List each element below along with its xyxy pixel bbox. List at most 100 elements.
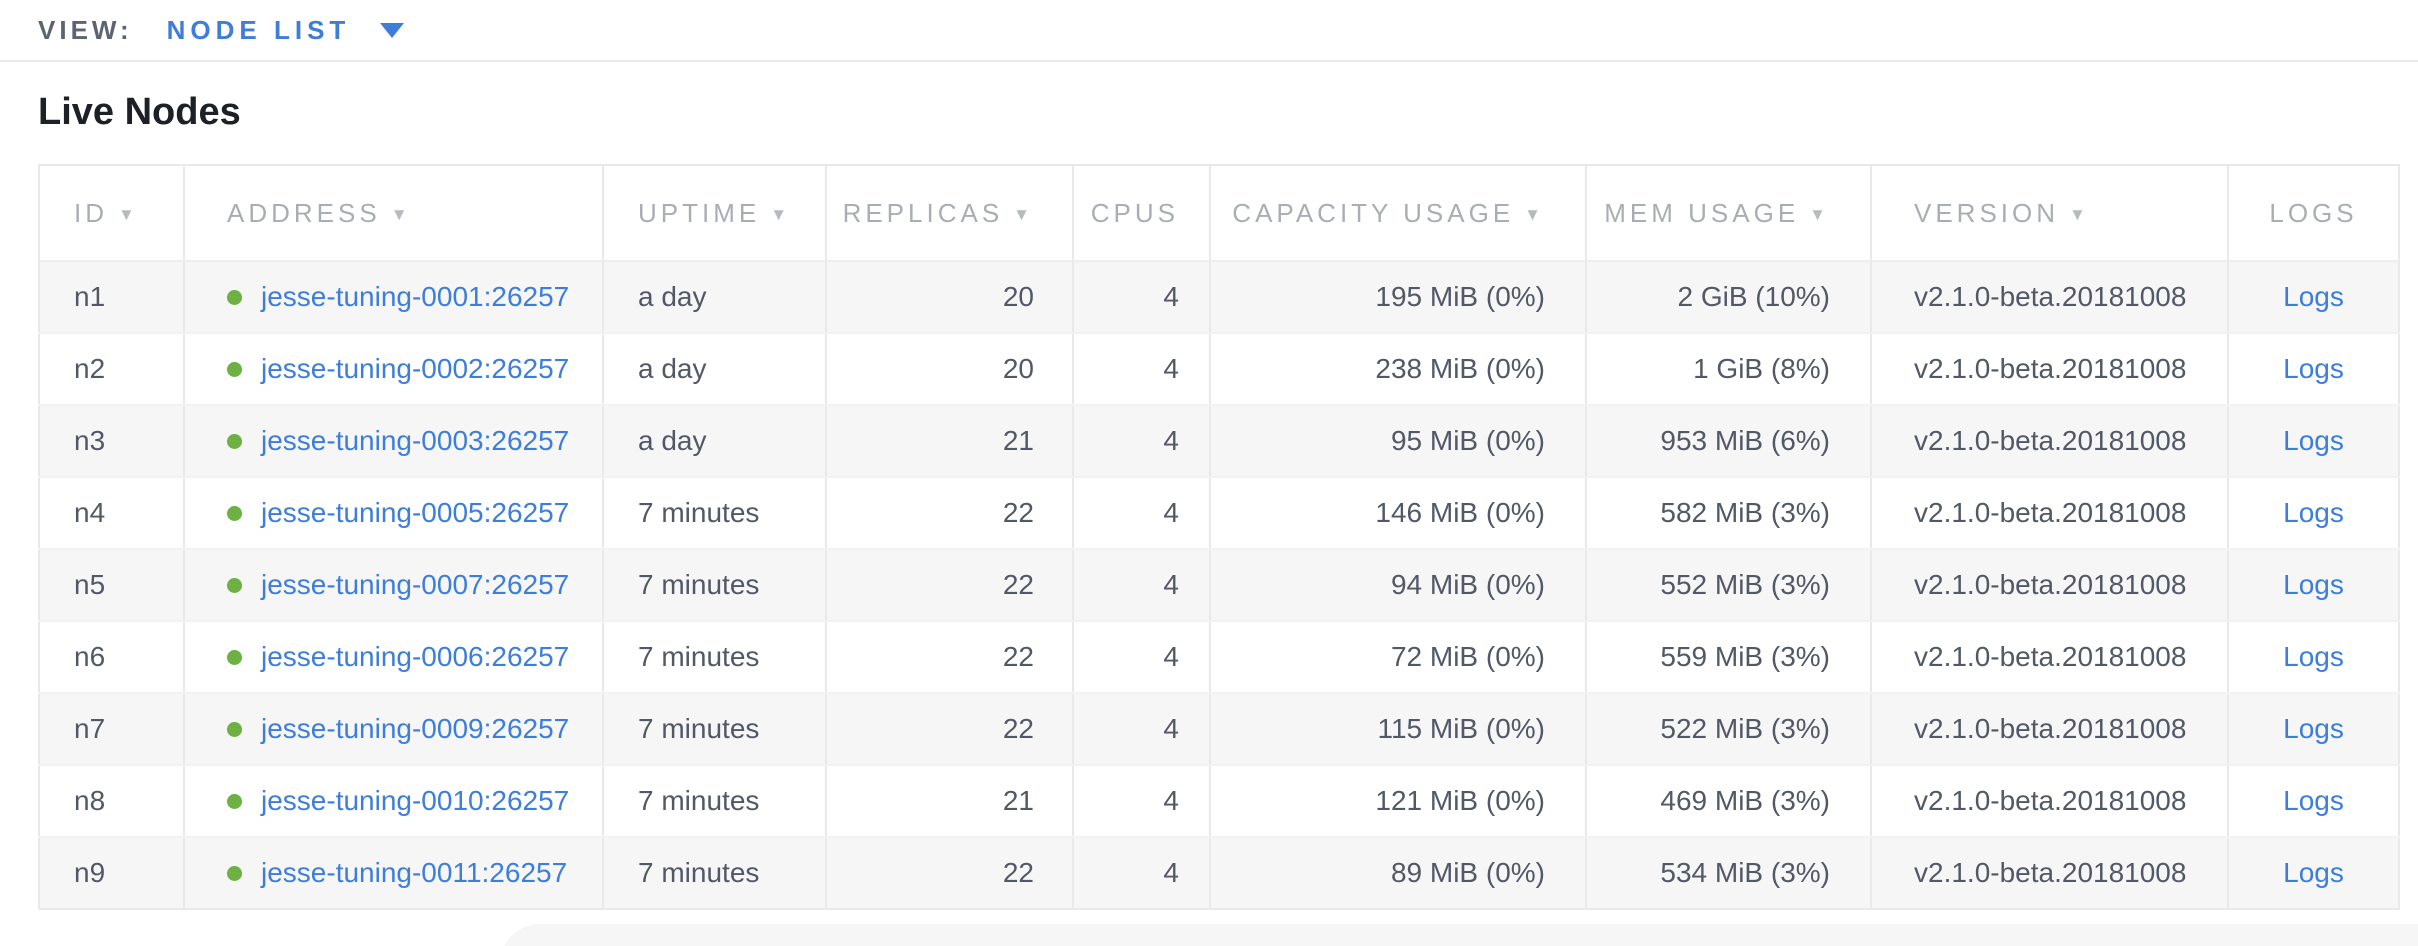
mem-usage-cell: 582 MiB (3%) — [1586, 477, 1872, 550]
logs-link[interactable]: Logs — [2283, 857, 2344, 888]
node-live-status-icon — [227, 290, 242, 305]
replicas-cell: 20 — [826, 333, 1074, 406]
version-cell: v2.1.0-beta.20181008 — [1871, 261, 2229, 334]
column-label: LOGS — [2269, 197, 2358, 228]
logs-cell: Logs — [2228, 765, 2399, 838]
capacity-usage-cell: 115 MiB (0%) — [1210, 693, 1587, 766]
capacity-usage-cell: 89 MiB (0%) — [1210, 837, 1587, 909]
node-live-status-icon — [227, 578, 242, 593]
mem-usage-cell: 522 MiB (3%) — [1586, 693, 1872, 766]
cpus-cell: 4 — [1073, 837, 1211, 909]
column-label: VERSION — [1914, 197, 2060, 228]
replicas-cell: 21 — [826, 765, 1074, 838]
mem-usage-cell: 559 MiB (3%) — [1586, 621, 1872, 694]
column-header-uptime[interactable]: UPTIME ▼ — [603, 165, 827, 262]
sort-desc-icon: ▼ — [1013, 204, 1034, 224]
column-label: CAPACITY USAGE — [1232, 197, 1515, 228]
capacity-usage-cell: 94 MiB (0%) — [1210, 549, 1587, 622]
logs-cell: Logs — [2228, 333, 2399, 406]
table-row: n3 jesse-tuning-0003:26257 a day 21 4 95… — [39, 405, 2399, 478]
logs-link[interactable]: Logs — [2283, 569, 2344, 600]
logs-link[interactable]: Logs — [2283, 497, 2344, 528]
version-cell: v2.1.0-beta.20181008 — [1871, 621, 2229, 694]
column-header-address[interactable]: ADDRESS ▼ — [184, 165, 604, 262]
replicas-cell: 22 — [826, 477, 1074, 550]
node-live-status-icon — [227, 362, 242, 377]
column-label: ADDRESS — [227, 197, 381, 228]
uptime-cell: 7 minutes — [603, 837, 827, 909]
cpus-cell: 4 — [1073, 621, 1211, 694]
version-cell: v2.1.0-beta.20181008 — [1871, 549, 2229, 622]
node-live-status-icon — [227, 506, 242, 521]
uptime-cell: 7 minutes — [603, 765, 827, 838]
sort-desc-icon: ▼ — [1809, 204, 1830, 224]
uptime-cell: 7 minutes — [603, 477, 827, 550]
node-id-cell: n3 — [39, 405, 185, 478]
node-live-status-icon — [227, 650, 242, 665]
node-address-link[interactable]: jesse-tuning-0005:26257 — [261, 497, 570, 528]
uptime-cell: a day — [603, 261, 827, 334]
mem-usage-cell: 1 GiB (8%) — [1586, 333, 1872, 406]
node-live-status-icon — [227, 434, 242, 449]
node-address-link[interactable]: jesse-tuning-0001:26257 — [261, 281, 570, 312]
version-cell: v2.1.0-beta.20181008 — [1871, 333, 2229, 406]
node-address-cell: jesse-tuning-0005:26257 — [184, 477, 604, 550]
table-row: n7 jesse-tuning-0009:26257 7 minutes 22 … — [39, 693, 2399, 766]
sort-desc-icon: ▼ — [770, 204, 792, 224]
node-live-status-icon — [227, 866, 242, 881]
column-label: CPUS — [1090, 197, 1179, 228]
logs-link[interactable]: Logs — [2283, 641, 2344, 672]
logs-link[interactable]: Logs — [2283, 425, 2344, 456]
chevron-down-icon — [380, 22, 405, 38]
column-header-replicas[interactable]: REPLICAS ▼ — [826, 165, 1074, 262]
replicas-cell: 22 — [826, 549, 1074, 622]
column-header-version[interactable]: VERSION ▼ — [1871, 165, 2229, 262]
column-label: REPLICAS — [842, 197, 1004, 228]
mem-usage-cell: 2 GiB (10%) — [1586, 261, 1872, 334]
node-address-cell: jesse-tuning-0010:26257 — [184, 765, 604, 838]
logs-link[interactable]: Logs — [2283, 785, 2344, 816]
node-address-link[interactable]: jesse-tuning-0009:26257 — [261, 713, 570, 744]
node-id-cell: n5 — [39, 549, 185, 622]
capacity-usage-cell: 121 MiB (0%) — [1210, 765, 1587, 838]
node-address-link[interactable]: jesse-tuning-0003:26257 — [261, 425, 570, 456]
node-address-link[interactable]: jesse-tuning-0007:26257 — [261, 569, 570, 600]
cpus-cell: 4 — [1073, 333, 1211, 406]
replicas-cell: 22 — [826, 693, 1074, 766]
column-header-id[interactable]: ID ▼ — [39, 165, 185, 262]
node-address-link[interactable]: jesse-tuning-0002:26257 — [261, 353, 570, 384]
node-address-link[interactable]: jesse-tuning-0011:26257 — [261, 857, 568, 888]
live-nodes-table: ID ▼ ADDRESS ▼ UPTIME ▼ REPLICAS ▼ CPUS CAPACITY … — [38, 164, 2400, 910]
logs-cell: Logs — [2228, 477, 2399, 550]
table-row: n1 jesse-tuning-0001:26257 a day 20 4 19… — [39, 261, 2399, 334]
table-row: n6 jesse-tuning-0006:26257 7 minutes 22 … — [39, 621, 2399, 694]
node-live-status-icon — [227, 794, 242, 809]
node-id-cell: n2 — [39, 333, 185, 406]
table-row: n8 jesse-tuning-0010:26257 7 minutes 21 … — [39, 765, 2399, 838]
node-address-cell: jesse-tuning-0007:26257 — [184, 549, 604, 622]
column-header-mem[interactable]: MEM USAGE ▼ — [1586, 165, 1872, 262]
logs-link[interactable]: Logs — [2283, 353, 2344, 384]
node-live-status-icon — [227, 722, 242, 737]
column-header-capacity[interactable]: CAPACITY USAGE ▼ — [1210, 165, 1587, 262]
view-label: VIEW: — [38, 14, 133, 45]
sort-desc-icon: ▼ — [118, 204, 139, 224]
view-selector-dropdown[interactable]: NODE LIST — [167, 15, 405, 46]
uptime-cell: 7 minutes — [603, 621, 827, 694]
capacity-usage-cell: 72 MiB (0%) — [1210, 621, 1587, 694]
sort-desc-icon: ▼ — [390, 204, 412, 224]
logs-link[interactable]: Logs — [2283, 281, 2344, 312]
node-id-cell: n8 — [39, 765, 185, 838]
node-address-cell: jesse-tuning-0001:26257 — [184, 261, 604, 334]
node-id-cell: n4 — [39, 477, 185, 550]
node-address-link[interactable]: jesse-tuning-0006:26257 — [261, 641, 570, 672]
replicas-cell: 22 — [826, 621, 1074, 694]
node-address-cell: jesse-tuning-0006:26257 — [184, 621, 604, 694]
logs-link[interactable]: Logs — [2283, 713, 2344, 744]
mem-usage-cell: 552 MiB (3%) — [1586, 549, 1872, 622]
view-selector-bar: VIEW: NODE LIST — [0, 0, 2418, 62]
node-address-link[interactable]: jesse-tuning-0010:26257 — [261, 785, 570, 816]
node-id-cell: n9 — [39, 837, 185, 909]
replicas-cell: 20 — [826, 261, 1074, 334]
uptime-cell: a day — [603, 333, 827, 406]
